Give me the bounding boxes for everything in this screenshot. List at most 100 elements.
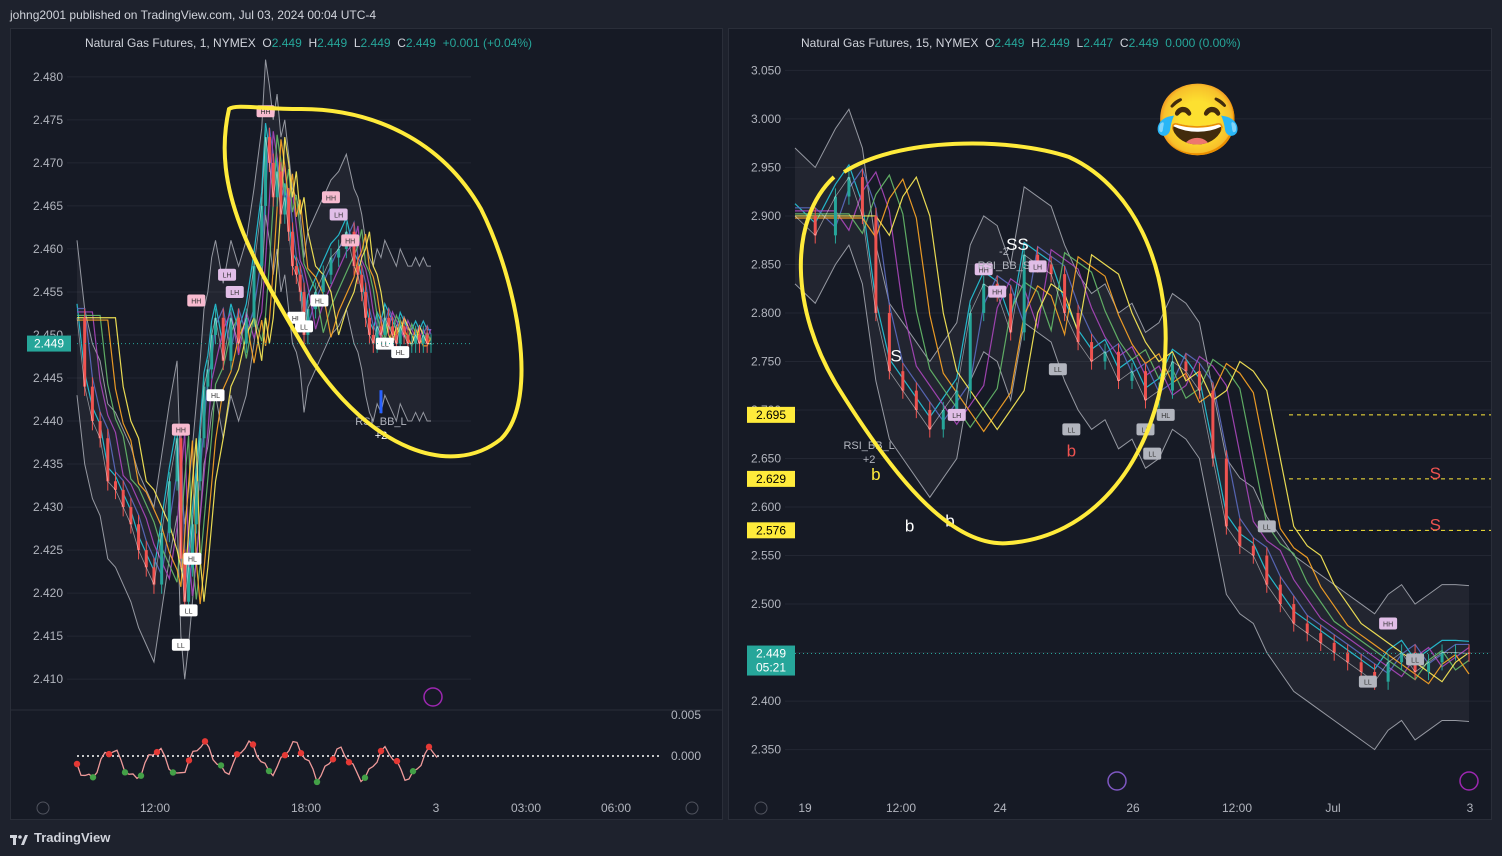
candle-body xyxy=(221,317,225,361)
candle-body xyxy=(252,266,256,318)
candle-body xyxy=(1440,652,1444,663)
candle-body xyxy=(264,137,268,206)
pivot-label-box xyxy=(1028,260,1047,273)
open-value: 2.449 xyxy=(994,36,1025,50)
low-value: 2.447 xyxy=(1083,36,1114,50)
chart-panel-15min[interactable]: Natural Gas Futures, 15, NYMEX O2.449 H2… xyxy=(728,28,1492,820)
footer-brand[interactable]: TradingView xyxy=(10,830,110,845)
oscillator-dot xyxy=(361,774,369,781)
candle-body xyxy=(267,137,271,163)
candle-body xyxy=(275,171,279,198)
candle-body xyxy=(356,266,360,275)
pivot-label-box xyxy=(341,234,360,247)
pivot-label: LL xyxy=(300,324,308,331)
candle-body xyxy=(1238,526,1242,546)
pivot-label-box xyxy=(391,346,410,359)
pivot-label: HH xyxy=(260,109,270,116)
candle-body xyxy=(928,410,932,430)
pivot-label-box xyxy=(179,604,198,617)
last-price-tag xyxy=(27,335,71,352)
candle-body xyxy=(379,326,383,335)
candle-body xyxy=(290,231,294,267)
candle-body xyxy=(429,343,433,345)
high-label: H xyxy=(1031,36,1040,50)
instrument-label: Natural Gas Futures, 1, NYMEX xyxy=(85,36,256,50)
moving-average-line xyxy=(795,177,1470,685)
x-tick-label: 03:00 xyxy=(511,801,541,815)
candle-body xyxy=(968,312,972,391)
band-lower-line xyxy=(76,214,431,680)
chart-canvas-1min[interactable]: 2.4802.4752.4702.4652.4602.4552.4502.445… xyxy=(11,29,722,819)
candle-body xyxy=(406,334,410,344)
candle-body xyxy=(1103,351,1107,362)
signal-marker: b xyxy=(871,465,880,484)
y-tick-label: 2.425 xyxy=(33,543,63,557)
oscillator-dot xyxy=(105,750,113,758)
candle-body xyxy=(375,326,379,344)
candle-body xyxy=(941,410,945,430)
y-tick-label: 2.470 xyxy=(33,156,63,170)
price-line xyxy=(794,176,1470,683)
pivot-label: HH xyxy=(345,238,355,245)
pivot-label: HH xyxy=(992,290,1002,297)
oscillator-dot xyxy=(217,762,225,769)
signal-label: -2 xyxy=(999,246,1009,258)
candle-body xyxy=(1319,633,1323,643)
y-tick-label: 2.950 xyxy=(751,160,781,174)
level-tag-label: 2.576 xyxy=(756,523,786,537)
low-label: L xyxy=(353,36,361,50)
high-label: H xyxy=(308,36,318,50)
candle-body xyxy=(367,317,371,335)
footer-brand-label: TradingView xyxy=(34,830,111,845)
candle-body xyxy=(271,162,275,198)
pivot-label-box xyxy=(310,294,329,307)
pivot-label: HL xyxy=(396,350,405,357)
candle-body xyxy=(982,283,986,313)
pivot-label: HH xyxy=(191,299,201,306)
chart-panel-1min[interactable]: Natural Gas Futures, 1, NYMEX O2.449 H2.… xyxy=(10,28,723,820)
y-tick-label: 2.400 xyxy=(751,694,781,708)
legend-15min: Natural Gas Futures, 15, NYMEX O2.449 H2… xyxy=(801,36,1241,50)
candle-body xyxy=(106,438,110,482)
signal-marker: b xyxy=(1067,442,1076,461)
candle-body xyxy=(210,334,214,370)
candle-body xyxy=(144,550,148,568)
last-price-tag xyxy=(747,645,795,676)
y-tick-label: 2.460 xyxy=(33,242,63,256)
candle-body xyxy=(237,317,241,344)
y-tick-label: 2.750 xyxy=(751,354,781,368)
pivot-label-box xyxy=(1257,520,1276,533)
open-value: 2.449 xyxy=(271,36,302,50)
pivot-label-box xyxy=(1143,447,1162,460)
candle-body xyxy=(283,197,287,215)
oscillator-dot xyxy=(185,757,193,764)
candle-body xyxy=(1063,274,1067,313)
pivot-label-box xyxy=(1048,363,1067,376)
y-tick-label: 2.415 xyxy=(33,629,63,643)
y-tick-label: 2.435 xyxy=(33,457,63,471)
oscillator-dot xyxy=(377,747,385,755)
y-tick-label: 2.850 xyxy=(751,257,781,271)
pivot-label-box xyxy=(375,337,394,350)
open-label: O xyxy=(985,36,995,50)
signal-sub-label: RSI_BB_S xyxy=(978,260,1031,272)
signal-marker: b xyxy=(905,516,914,535)
candle-body xyxy=(1224,458,1228,527)
pivot-label-box xyxy=(1062,423,1081,436)
chart-canvas-15min[interactable]: 3.0503.0002.9502.9002.8502.8002.7502.700… xyxy=(729,29,1491,819)
oscillator-dot xyxy=(265,767,273,775)
candle-body xyxy=(394,334,398,344)
open-label: O xyxy=(262,36,272,50)
pivot-label-box xyxy=(1358,675,1377,688)
candle-body xyxy=(398,326,402,344)
candle-body xyxy=(414,334,418,344)
pivot-label: HL xyxy=(1161,413,1170,420)
close-value: 2.449 xyxy=(1128,36,1159,50)
candle-body xyxy=(183,558,187,602)
change-value: 0.000 (0.00%) xyxy=(1165,36,1241,50)
candle-body xyxy=(137,524,141,551)
y-tick-label: 2.900 xyxy=(751,209,781,223)
x-tick-label: 12:00 xyxy=(1222,801,1252,815)
candle-body xyxy=(1009,293,1013,333)
candle-body xyxy=(90,386,94,422)
